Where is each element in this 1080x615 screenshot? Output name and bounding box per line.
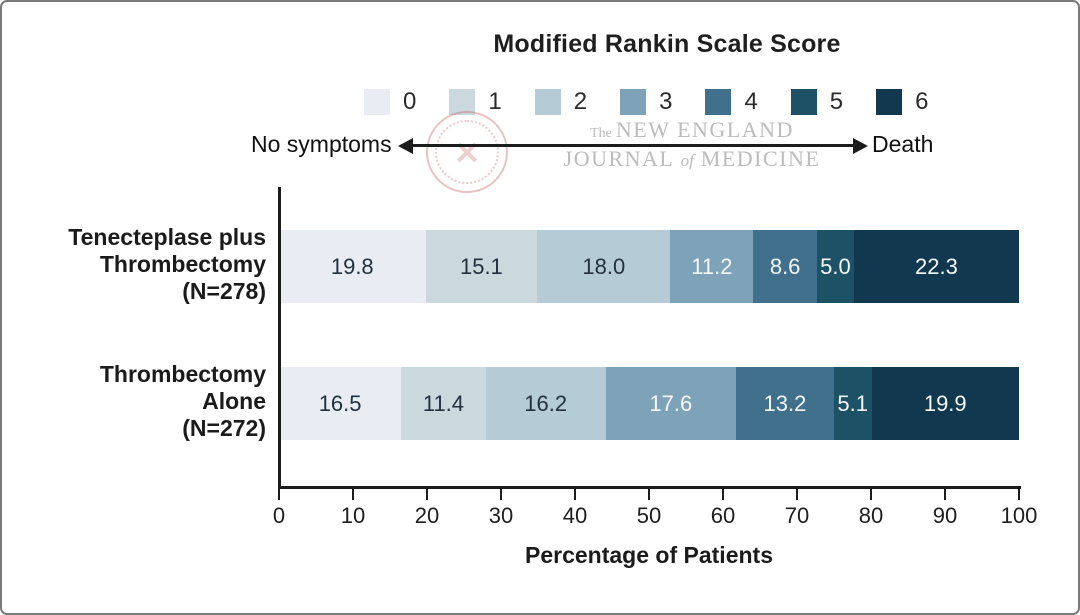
bar-segment-mrs-3: 17.6 [605, 367, 737, 440]
category-label-line: Thrombectomy [99, 361, 266, 387]
category-label-line: Alone [202, 388, 266, 414]
bar-segment-mrs-6: 22.3 [853, 230, 1019, 303]
x-axis-tick-label: 80 [858, 503, 884, 528]
bar-segment-mrs-1: 15.1 [425, 230, 538, 303]
legend-label: 6 [915, 88, 929, 115]
legend-item-mrs-5: 5 [790, 88, 844, 116]
legend-swatch-icon [364, 89, 390, 115]
legend-item-mrs-0: 0 [364, 88, 416, 116]
x-axis-tick-label: 60 [710, 503, 736, 528]
watermark-journal: JOURNAL [563, 146, 674, 171]
x-axis-tick-label: 10 [340, 503, 366, 528]
legend-label: 3 [659, 88, 673, 115]
bar-segment-mrs-5: 5.0 [816, 230, 854, 303]
legend-item-mrs-4: 4 [705, 88, 758, 116]
legend-item-mrs-2: 2 [534, 88, 588, 116]
legend-label: 4 [744, 88, 758, 115]
x-axis-tick [796, 489, 798, 500]
bar-segment-mrs-4: 13.2 [736, 367, 834, 440]
x-axis-line [278, 486, 1021, 489]
category-label: Tenecteplase plus Thrombectomy (N=278) [6, 224, 266, 305]
x-axis-title: Percentage of Patients [525, 542, 773, 568]
category-label: Thrombectomy Alone (N=272) [6, 361, 266, 442]
nejm-seal-inner-ring [435, 120, 499, 184]
x-axis-tick-label: 20 [414, 503, 440, 528]
watermark-the: The [590, 126, 612, 141]
x-axis-tick [944, 489, 946, 500]
x-axis-tick-label: 100 [1000, 503, 1038, 528]
x-axis-tick-label: 0 [272, 503, 286, 528]
death-label: Death [872, 131, 934, 157]
x-axis-tick [352, 489, 354, 500]
legend-swatch-icon [534, 89, 561, 115]
stacked-bar-row: 16.5 11.4 16.2 17.6 13.2 5.1 19.9 [279, 367, 1019, 440]
watermark-new-england: NEW ENGLAND [615, 117, 794, 142]
x-axis-tick [574, 489, 576, 500]
legend-swatch-icon [449, 89, 476, 115]
category-label-line: Thrombectomy [99, 251, 266, 277]
legend-label: 2 [573, 88, 588, 115]
legend-item-mrs-1: 1 [449, 88, 502, 116]
nejm-watermark: The NEW ENGLAND JOURNAL of MEDICINE [562, 117, 822, 173]
x-axis-tick [426, 489, 428, 500]
x-axis-tick [870, 489, 872, 500]
legend-swatch-icon [876, 89, 903, 115]
bar-segment-mrs-2: 16.2 [485, 367, 606, 440]
watermark-line1: The NEW ENGLAND [562, 117, 822, 146]
x-axis-tick [1018, 489, 1020, 500]
legend-label: 5 [829, 88, 844, 115]
x-axis-tick [500, 489, 502, 500]
chart-title: Modified Rankin Scale Score [493, 30, 841, 58]
x-axis-tick [278, 489, 280, 500]
bar-segment-mrs-6: 19.9 [871, 367, 1019, 440]
watermark-of: of [680, 151, 694, 170]
category-label-line: Tenecteplase plus [68, 224, 266, 250]
x-axis-tick [722, 489, 724, 500]
x-axis-tick-label: 90 [932, 503, 958, 528]
bar-segment-mrs-5: 5.1 [833, 367, 872, 440]
severity-arrow [410, 144, 854, 147]
x-axis-tick-label: 50 [636, 503, 662, 528]
bar-segment-mrs-0: 19.8 [279, 230, 426, 303]
watermark-line2: JOURNAL of MEDICINE [562, 146, 822, 173]
watermark-medicine: MEDICINE [700, 146, 821, 171]
nejm-seal-cross: ⨯ [452, 133, 482, 171]
x-axis-tick-label: 40 [562, 503, 588, 528]
legend-label: 1 [488, 88, 502, 115]
x-axis-tick-label: 70 [784, 503, 810, 528]
legend-label: 0 [403, 88, 417, 115]
bar-segment-mrs-0: 16.5 [279, 367, 402, 440]
x-axis-tick [648, 489, 650, 500]
right-arrowhead-icon [853, 137, 868, 154]
legend-swatch-icon [620, 89, 647, 115]
legend-swatch-icon [790, 89, 817, 115]
legend-item-mrs-6: 6 [876, 88, 929, 116]
category-label-line: (N=278) [182, 278, 266, 304]
legend-swatch-icon [705, 89, 732, 115]
x-axis-tick-label: 30 [488, 503, 514, 528]
stacked-bar-row: 19.8 15.1 18.0 11.2 8.6 5.0 22.3 [279, 230, 1019, 303]
no-symptoms-label: No symptoms [251, 131, 392, 157]
category-label-line: (N=272) [182, 415, 266, 441]
bar-segment-mrs-3: 11.2 [670, 230, 754, 303]
y-axis-line [278, 187, 281, 488]
bar-segment-mrs-4: 8.6 [753, 230, 817, 303]
mrs-score-legend: 0 1 2 3 4 5 6 [364, 88, 929, 116]
bar-segment-mrs-2: 18.0 [537, 230, 671, 303]
left-arrowhead-icon [398, 137, 413, 154]
bar-segment-mrs-1: 11.4 [401, 367, 486, 440]
nejm-seal-icon: ⨯ [426, 111, 508, 193]
legend-item-mrs-3: 3 [620, 88, 672, 116]
